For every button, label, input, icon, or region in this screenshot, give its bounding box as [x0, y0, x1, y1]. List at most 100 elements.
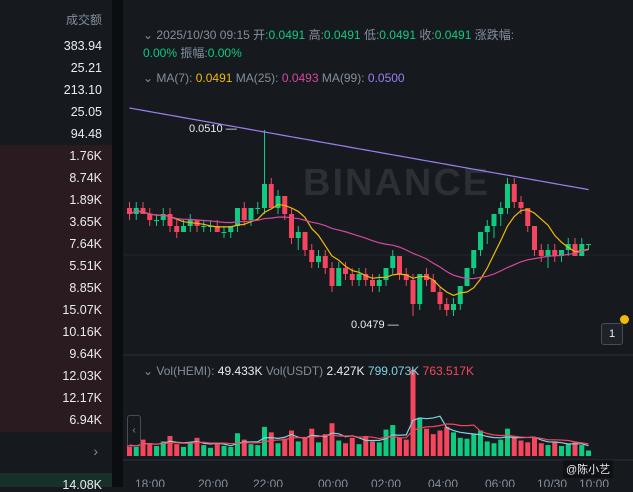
vol-ma2-value: 763.517K — [422, 364, 475, 378]
turnover-value: 10.16K — [62, 325, 102, 339]
candle-body — [383, 268, 389, 280]
indicator-badge[interactable]: 1 — [601, 323, 623, 345]
volume-bar — [424, 428, 429, 456]
candle-body — [511, 184, 517, 202]
volume-bar — [457, 437, 463, 456]
candle-body — [444, 304, 450, 310]
candle-body — [154, 220, 159, 221]
volume-bar — [572, 442, 578, 456]
ma7-label: MA(7): — [156, 71, 193, 85]
volume-bar — [322, 434, 328, 456]
volume-bar — [221, 445, 227, 456]
candle-body — [478, 232, 483, 250]
candle-body — [214, 226, 220, 232]
candle-body — [464, 268, 470, 286]
volume-bar — [167, 435, 173, 456]
candle-body — [336, 268, 342, 286]
volume-bar — [532, 437, 537, 456]
high-price-marker: 0.0510 — — [189, 123, 237, 135]
volume-bar — [343, 443, 348, 456]
candle-body — [302, 232, 308, 250]
volume-legend: ⌄ Vol(HEMI): 49.433K Vol(USDT) 2.427K 79… — [143, 364, 474, 378]
volume-bar — [147, 443, 153, 456]
volume-bar — [525, 442, 531, 456]
ma99-label: MA(99): — [321, 71, 365, 85]
chevron-right-icon[interactable]: › — [93, 443, 98, 459]
left-panel: 成交额 383.94 25.21 213.10 25.05 94.48 1.76K 8.74… — [0, 0, 112, 492]
volume-bar — [133, 446, 139, 456]
candle-body — [322, 256, 328, 268]
turnover-value: 25.05 — [70, 105, 102, 119]
chevron-down-icon[interactable]: ⌄ — [143, 364, 154, 378]
volume-bar — [228, 446, 234, 456]
open-label: 开: — [253, 28, 269, 42]
kline-chart[interactable]: BINANCE ⌄ 2025/10/30 09:15 开:0.0491 高:0.… — [123, 0, 633, 487]
turnover-value: 1.76K — [69, 149, 102, 163]
candle-body — [356, 274, 362, 280]
volume-bar — [140, 439, 146, 456]
volume-bar — [383, 429, 389, 456]
notification-dot — [620, 315, 629, 324]
candle-body — [471, 250, 477, 268]
volume-bar — [505, 428, 510, 456]
x-axis-label: 06:00 — [485, 477, 516, 487]
x-axis-label: 02:00 — [371, 477, 402, 487]
panel-divider — [112, 0, 123, 487]
candle-body — [363, 274, 369, 280]
band-neutral — [0, 0, 112, 145]
x-axis-label: 04:00 — [428, 477, 459, 487]
band-buy — [0, 473, 112, 487]
candle-body — [430, 280, 436, 292]
candle-body — [457, 286, 463, 304]
volume-bar — [255, 445, 261, 456]
candle-body — [538, 250, 544, 256]
ma25-line — [129, 210, 589, 280]
candle-body — [181, 226, 186, 232]
candle-body — [552, 250, 558, 256]
volume-bar — [538, 443, 544, 456]
volume-bar — [208, 447, 213, 456]
volume-bar — [302, 436, 308, 456]
candle-body — [505, 184, 510, 208]
candle-body — [174, 226, 180, 232]
candle-body — [437, 292, 443, 304]
candle-body — [167, 214, 173, 226]
volume-bar — [579, 445, 585, 456]
volume-bar — [410, 369, 416, 456]
vol-usdt-value: 2.427K — [326, 364, 365, 378]
volume-bar — [464, 438, 470, 456]
volume-bar — [235, 433, 240, 456]
turnover-value: 1.89K — [69, 193, 102, 207]
volume-bar — [309, 428, 315, 456]
volume-bar — [484, 441, 490, 456]
volume-bar — [174, 444, 180, 456]
candle-body — [241, 208, 247, 220]
candle-body — [309, 250, 315, 262]
volume-bar — [417, 417, 423, 456]
chevron-down-icon[interactable]: ⌄ — [143, 28, 154, 42]
volume-bar — [565, 444, 571, 456]
chevron-down-icon[interactable]: ⌄ — [143, 71, 154, 85]
candle-body — [390, 256, 396, 268]
candle-body — [484, 226, 490, 232]
volume-bar — [214, 443, 220, 456]
ma7-line — [129, 203, 589, 297]
candle-body — [248, 208, 254, 220]
low-price-marker: 0.0479 — — [351, 319, 399, 331]
volume-bar — [187, 442, 193, 456]
volume-bar — [559, 445, 564, 456]
turnover-value: 8.85K — [69, 281, 102, 295]
volume-bar — [127, 445, 132, 456]
scroll-left-button[interactable]: ‹ — [127, 415, 141, 447]
ma99-value: 0.0500 — [367, 71, 405, 85]
candle-body — [221, 232, 227, 233]
volume-bar — [336, 440, 342, 456]
candle-body — [316, 256, 321, 262]
candle-body — [343, 268, 348, 274]
candle-body — [579, 244, 585, 256]
turnover-value: 8.74K — [69, 171, 102, 185]
volume-bar — [478, 430, 483, 456]
volume-bar — [376, 442, 382, 456]
chart-canvas[interactable] — [123, 0, 633, 487]
high-label: 高: — [308, 28, 324, 42]
